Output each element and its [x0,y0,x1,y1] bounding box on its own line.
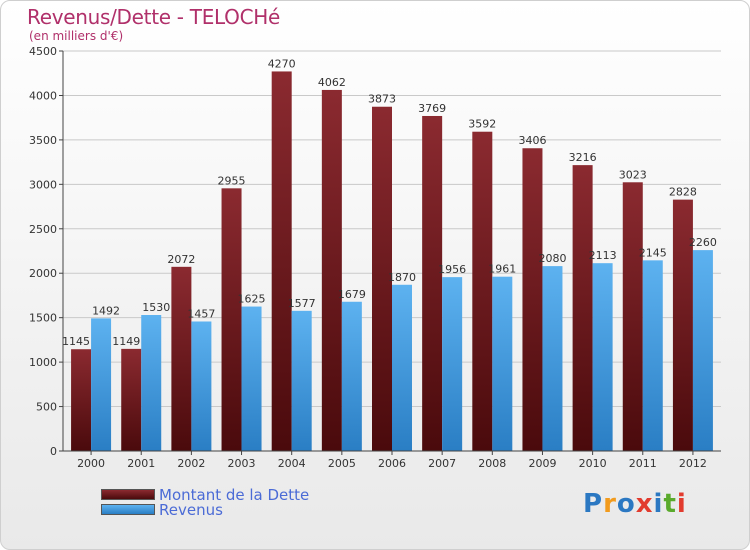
bar-revenus-2004 [291,310,312,451]
bar-revenus-2003 [241,306,262,451]
x-tick-label-2012: 2012 [679,457,707,470]
logo-letter: x [635,489,654,519]
x-tick-label-2000: 2000 [77,457,105,470]
x-tick-label-2011: 2011 [629,457,657,470]
logo-letter: i [676,489,687,519]
x-tick-label-2008: 2008 [478,457,506,470]
y-tick-label-3000: 3000 [29,178,57,191]
bar-dette-2001 [121,348,142,451]
bar-revenus-2002 [191,321,212,451]
value-label-dette-2002: 2072 [167,253,195,266]
x-tick-label-2007: 2007 [428,457,456,470]
value-label-dette-2000: 1145 [62,335,90,348]
legend-label-revenus: Revenus [159,500,223,519]
logo-letter: o [616,489,636,519]
logo-letter: r [603,489,617,519]
logo-letter: i [653,489,664,519]
bar-revenus-2006 [392,284,412,451]
logo-letter: P [583,489,604,519]
chart-legend: Montant de la Dette Revenus [101,485,310,519]
bar-revenus-2011 [642,260,663,451]
bar-revenus-2005 [341,301,362,451]
value-label-dette-2010: 3216 [569,151,597,164]
value-label-revenus-2006: 1870 [388,271,416,284]
value-label-revenus-2007: 1956 [438,263,466,276]
chart-title: Revenus/Dette - TELOCHé [27,5,281,29]
value-label-dette-2004: 4270 [268,57,296,70]
value-label-revenus-2003: 1625 [238,293,266,306]
bar-dette-2002 [171,266,192,451]
value-label-revenus-2008: 1961 [488,263,516,276]
value-label-revenus-2011: 2145 [639,246,667,259]
bar-dette-2009 [522,148,543,451]
y-tick-label-500: 500 [36,401,57,414]
y-tick-label-1000: 1000 [29,356,57,369]
value-label-dette-2001: 1149 [112,335,140,348]
proxiti-logo: Proxiti [583,489,687,519]
bar-dette-2004 [271,71,292,451]
bar-revenus-2009 [542,266,563,451]
bar-dette-2008 [472,131,493,451]
value-label-dette-2011: 3023 [619,168,647,181]
x-tick-label-2003: 2003 [228,457,256,470]
y-tick-label-4500: 4500 [29,45,57,58]
legend-label-dette: Montant de la Dette [159,485,310,504]
legend-item-revenus: Revenus [101,500,309,519]
bar-revenus-2008 [492,276,513,451]
bar-revenus-2012 [692,250,713,451]
legend-swatch-dette [101,489,155,500]
legend-item-dette: Montant de la Dette [101,485,310,504]
bar-dette-2006 [372,106,392,451]
y-tick-label-3500: 3500 [29,134,57,147]
bar-dette-2003 [221,188,242,452]
x-tick-label-2002: 2002 [177,457,205,470]
bar-revenus-2001 [141,315,162,451]
bar-dette-2005 [321,89,342,451]
value-label-dette-2008: 3592 [468,118,496,131]
value-label-dette-2009: 3406 [518,134,546,147]
value-label-dette-2003: 2955 [218,174,246,187]
value-label-revenus-2010: 2113 [589,249,617,262]
value-label-dette-2006: 3873 [368,93,396,106]
x-tick-label-2005: 2005 [328,457,356,470]
y-tick-label-1500: 1500 [29,312,57,325]
value-label-revenus-2012: 2260 [689,236,717,249]
bar-dette-2011 [622,182,643,452]
x-tick-label-2010: 2010 [579,457,607,470]
value-label-revenus-2002: 1457 [187,307,215,320]
bar-dette-2010 [572,165,593,451]
value-label-revenus-2001: 1530 [142,301,170,314]
value-label-dette-2007: 3769 [418,102,446,115]
value-label-dette-2012: 2828 [669,186,697,199]
bar-dette-2012 [672,199,693,451]
legend-swatch-revenus [101,504,155,515]
logo-letter: t [663,489,677,519]
bar-dette-2000 [71,349,92,451]
value-label-revenus-2004: 1577 [288,297,316,310]
y-tick-label-0: 0 [50,445,57,458]
y-tick-label-4000: 4000 [29,89,57,102]
bar-revenus-2010 [592,263,613,451]
x-tick-label-2004: 2004 [278,457,306,470]
bar-revenus-2000 [91,318,112,451]
value-label-revenus-2005: 1679 [338,288,366,301]
chart-subtitle: (en milliers d'€) [29,29,124,43]
y-tick-label-2000: 2000 [29,267,57,280]
bar-dette-2007 [422,115,443,451]
value-label-revenus-2009: 2080 [538,252,566,265]
y-tick-label-2500: 2500 [29,223,57,236]
value-label-revenus-2000: 1492 [92,304,120,317]
bar-revenus-2007 [442,277,463,451]
value-label-dette-2005: 4062 [318,76,346,89]
x-tick-label-2001: 2001 [127,457,155,470]
x-tick-label-2006: 2006 [378,457,406,470]
x-tick-label-2009: 2009 [528,457,556,470]
